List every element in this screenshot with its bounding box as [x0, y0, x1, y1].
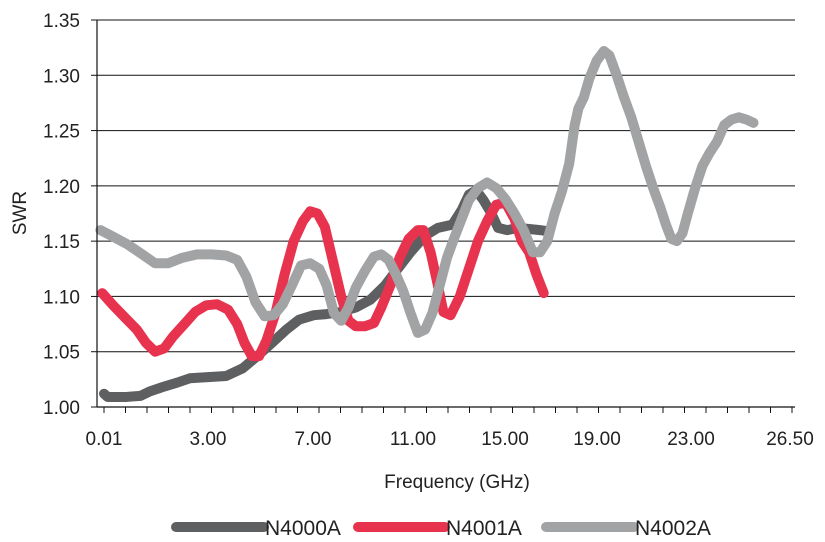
x-tick-label: 15.00 [481, 429, 529, 450]
y-tick-label: 1.30 [43, 66, 80, 87]
y-tick-labels: 1.00 1.05 1.10 1.15 1.20 1.25 1.30 1.35 [43, 11, 80, 419]
x-tick-label: 3.00 [190, 429, 227, 450]
axes [91, 19, 795, 413]
y-tick-label: 1.15 [43, 232, 80, 253]
x-tick-label: 26.50 [766, 429, 814, 450]
x-axis-title: Frequency (GHz) [384, 472, 530, 493]
series-lines [95, 46, 759, 402]
x-tick-label: 23.00 [667, 429, 715, 450]
y-tick-label: 1.10 [43, 287, 80, 308]
legend-label-n4002a: N4002A [635, 517, 711, 540]
x-tick-labels: 0.01 3.00 7.00 11.00 15.00 19.00 23.00 26.50 [86, 429, 814, 450]
y-tick-label: 1.05 [43, 343, 80, 364]
y-tick-label: 1.20 [43, 177, 80, 198]
y-tick-label: 1.25 [43, 122, 80, 143]
x-tick-label: 11.00 [390, 429, 436, 450]
x-tick-label: 7.00 [295, 429, 332, 450]
y-tick-label: 1.35 [43, 11, 80, 32]
x-tick-label: 19.00 [573, 429, 621, 450]
legend-label-n4001a: N4001A [446, 517, 522, 540]
x-tick-label: 0.01 [86, 429, 123, 450]
legend-label-n4000a: N4000A [265, 517, 341, 540]
series-line-n4001a [97, 197, 549, 362]
series-line-n4002a [95, 46, 759, 338]
y-axis-title: SWR [10, 191, 31, 235]
legend: N4000A N4001A N4002A [171, 517, 711, 540]
gridlines [97, 19, 795, 408]
y-tick-label: 1.00 [43, 398, 80, 419]
